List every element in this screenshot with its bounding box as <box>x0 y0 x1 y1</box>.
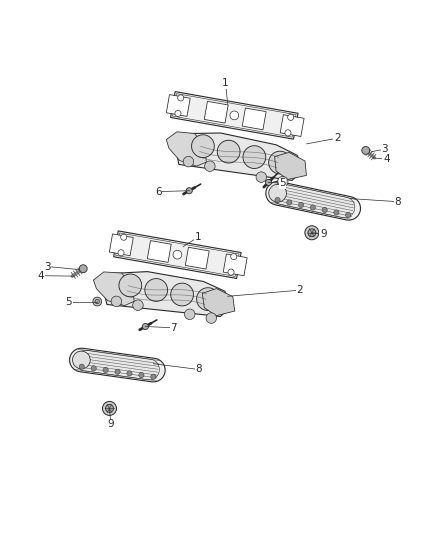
Circle shape <box>334 210 339 215</box>
Circle shape <box>275 197 280 203</box>
Ellipse shape <box>268 151 291 174</box>
Polygon shape <box>242 108 266 130</box>
Circle shape <box>230 111 239 120</box>
Polygon shape <box>280 115 304 136</box>
Circle shape <box>103 367 108 373</box>
Circle shape <box>287 200 292 205</box>
Circle shape <box>111 296 122 306</box>
Circle shape <box>206 313 216 324</box>
Circle shape <box>346 212 351 217</box>
Circle shape <box>139 373 144 378</box>
Circle shape <box>142 324 148 329</box>
Circle shape <box>183 156 194 167</box>
Text: 2: 2 <box>334 133 341 143</box>
Ellipse shape <box>191 135 214 158</box>
Circle shape <box>178 95 184 101</box>
Circle shape <box>184 309 195 320</box>
Polygon shape <box>170 92 298 139</box>
Circle shape <box>186 188 192 194</box>
Ellipse shape <box>145 279 168 301</box>
Circle shape <box>265 179 272 185</box>
Text: 8: 8 <box>195 365 202 374</box>
Text: 9: 9 <box>320 229 327 239</box>
Polygon shape <box>275 152 307 180</box>
Circle shape <box>91 366 96 371</box>
Circle shape <box>231 254 237 260</box>
Ellipse shape <box>217 140 240 163</box>
Ellipse shape <box>243 146 266 168</box>
Circle shape <box>310 205 315 210</box>
Polygon shape <box>272 184 355 218</box>
Text: 3: 3 <box>381 144 388 154</box>
Polygon shape <box>102 272 231 317</box>
Polygon shape <box>185 247 209 269</box>
Ellipse shape <box>73 351 90 369</box>
Text: 1: 1 <box>222 78 229 88</box>
Polygon shape <box>147 240 171 262</box>
Text: 9: 9 <box>107 419 114 429</box>
Polygon shape <box>266 181 360 220</box>
Polygon shape <box>70 348 165 382</box>
Polygon shape <box>223 254 247 276</box>
Circle shape <box>322 207 327 213</box>
Text: 5: 5 <box>279 178 286 188</box>
Circle shape <box>288 114 294 120</box>
Polygon shape <box>166 132 206 166</box>
Polygon shape <box>110 234 133 256</box>
Polygon shape <box>173 94 296 137</box>
Circle shape <box>298 203 304 207</box>
Circle shape <box>175 110 181 117</box>
Circle shape <box>305 226 319 240</box>
Circle shape <box>205 161 215 172</box>
Circle shape <box>173 251 182 259</box>
Circle shape <box>228 269 234 275</box>
Text: 4: 4 <box>383 154 390 164</box>
Circle shape <box>118 249 124 256</box>
Text: 7: 7 <box>170 323 177 333</box>
Circle shape <box>133 300 143 310</box>
Ellipse shape <box>197 288 219 311</box>
Text: 8: 8 <box>394 197 401 207</box>
Polygon shape <box>202 288 235 316</box>
Polygon shape <box>113 231 241 278</box>
Text: 3: 3 <box>44 262 51 271</box>
Polygon shape <box>75 350 159 380</box>
Circle shape <box>95 300 99 304</box>
Circle shape <box>285 130 291 136</box>
Ellipse shape <box>119 274 142 297</box>
Text: 2: 2 <box>297 285 304 295</box>
Circle shape <box>93 297 102 306</box>
Circle shape <box>151 374 156 379</box>
Text: 6: 6 <box>155 187 162 197</box>
Circle shape <box>277 176 288 187</box>
Text: 1: 1 <box>194 232 201 242</box>
Circle shape <box>106 405 113 413</box>
Circle shape <box>102 401 117 415</box>
Circle shape <box>121 234 127 240</box>
Polygon shape <box>116 233 239 277</box>
Circle shape <box>256 172 267 182</box>
Circle shape <box>362 147 370 155</box>
Circle shape <box>79 265 87 273</box>
Circle shape <box>115 369 120 374</box>
Ellipse shape <box>269 184 286 202</box>
Circle shape <box>127 371 132 376</box>
Polygon shape <box>166 95 190 116</box>
Polygon shape <box>204 101 228 123</box>
Polygon shape <box>174 133 303 180</box>
Polygon shape <box>93 272 134 305</box>
Circle shape <box>308 229 316 237</box>
Ellipse shape <box>171 283 194 306</box>
Text: 4: 4 <box>37 271 44 281</box>
Circle shape <box>79 364 85 369</box>
Text: 5: 5 <box>65 296 72 306</box>
